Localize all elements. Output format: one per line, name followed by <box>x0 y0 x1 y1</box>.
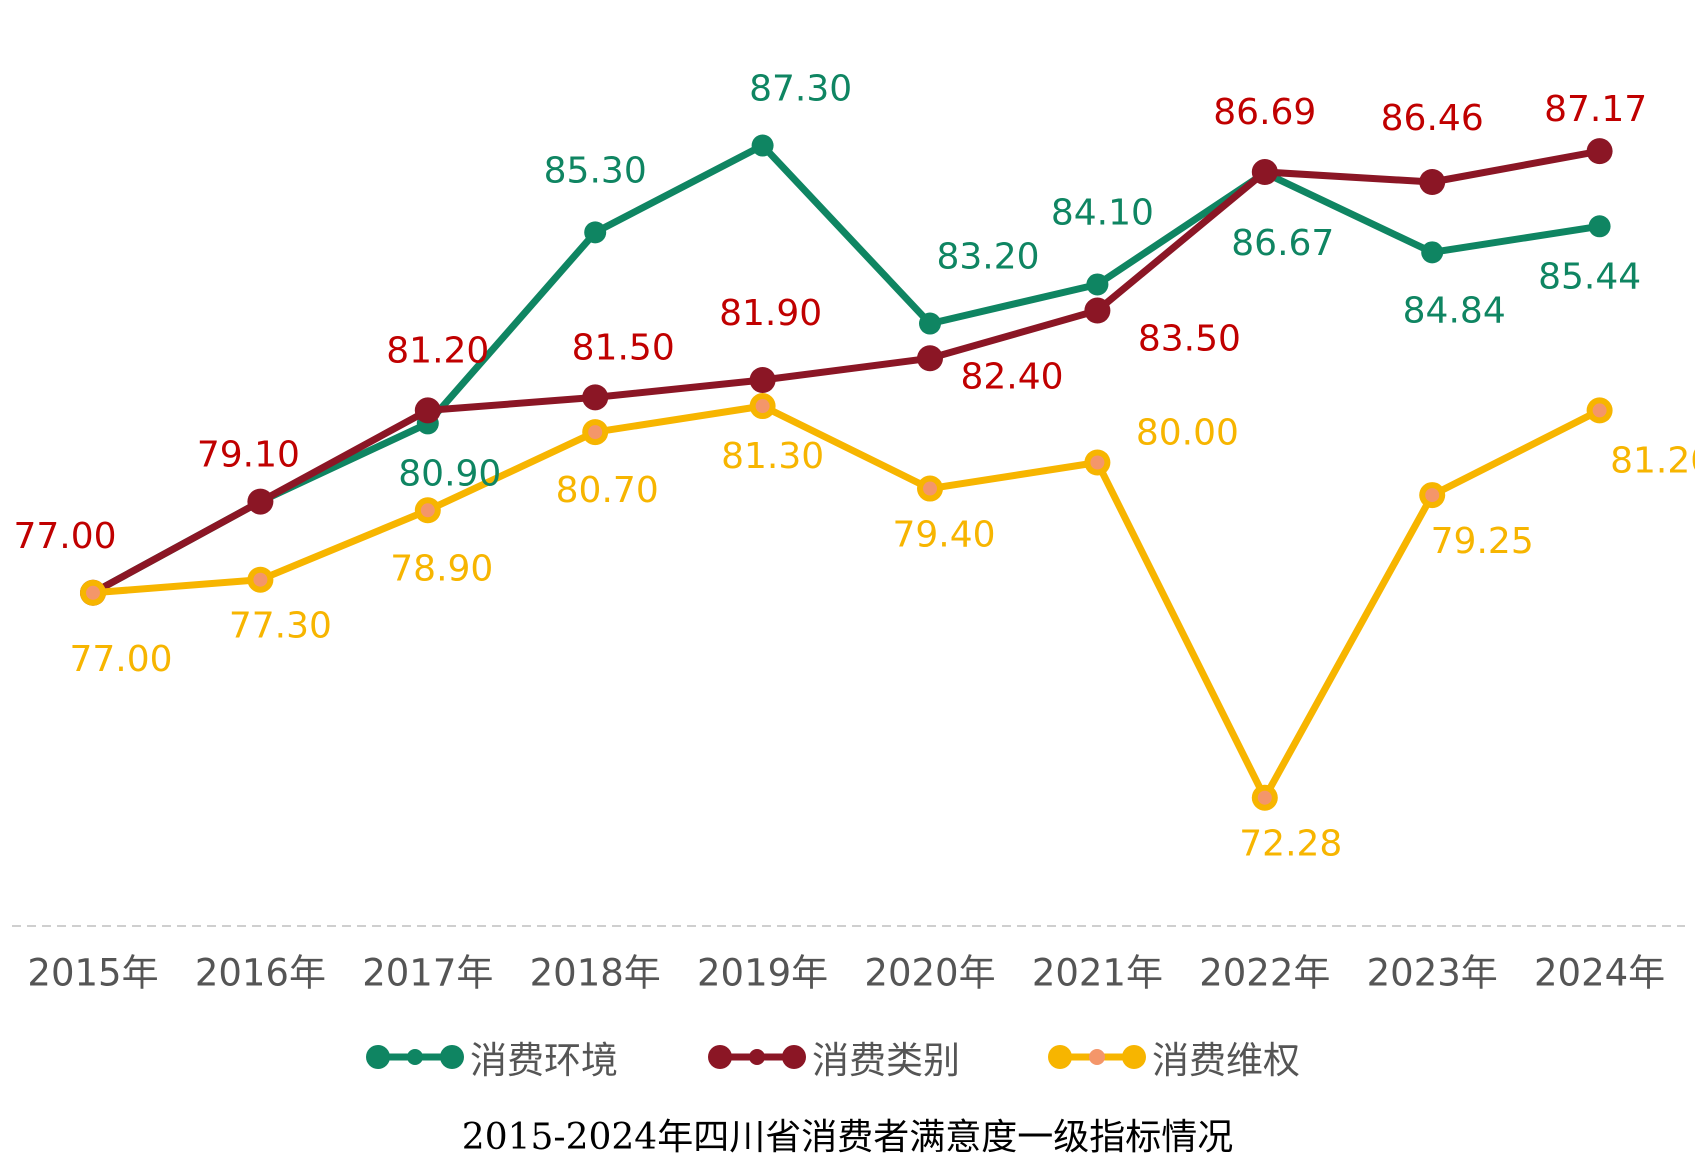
data-point[interactable] <box>1586 138 1613 165</box>
data-point[interactable] <box>751 134 774 157</box>
data-point[interactable] <box>582 384 609 411</box>
legend-label: 消费类别 <box>812 1039 960 1082</box>
legend-item-consumer-environment[interactable]: 消费环境 <box>366 1032 618 1082</box>
data-label: 85.30 <box>544 150 647 191</box>
data-point-inner <box>588 425 603 440</box>
data-label: 79.40 <box>892 515 995 556</box>
x-tick-label: 2020年 <box>864 952 995 995</box>
series-line <box>89 142 1604 597</box>
series-line <box>89 402 1604 802</box>
data-label: 85.44 <box>1538 256 1641 297</box>
data-point-inner <box>755 399 770 414</box>
data-label: 81.90 <box>719 293 822 334</box>
legend-item-consumer-rights[interactable]: 消费维权 <box>1048 1032 1300 1082</box>
x-tick-label: 2021年 <box>1032 952 1163 995</box>
data-point[interactable] <box>414 397 441 424</box>
series-2 <box>80 393 1613 811</box>
data-point[interactable] <box>1251 159 1278 186</box>
data-point[interactable] <box>584 221 607 244</box>
legend-line-icon <box>1048 1045 1146 1069</box>
data-label: 84.84 <box>1403 290 1506 331</box>
data-label: 84.10 <box>1051 192 1154 233</box>
legend: 消费环境 消费类别 消费维权 <box>0 1032 1695 1082</box>
data-label: 80.90 <box>398 453 501 494</box>
legend-label: 消费环境 <box>470 1039 618 1082</box>
data-label: 77.00 <box>69 639 172 680</box>
data-label: 81.50 <box>572 327 675 368</box>
data-label: 80.00 <box>1136 413 1239 454</box>
data-label: 79.10 <box>197 435 300 476</box>
series-line <box>89 147 1604 597</box>
data-label: 86.46 <box>1381 98 1484 139</box>
data-label: 72.28 <box>1239 824 1342 865</box>
data-label: 77.30 <box>229 606 332 647</box>
chart-title: 2015-2024年四川省消费者满意度一级指标情况 <box>461 1117 1234 1158</box>
series-1 <box>80 138 1613 606</box>
data-point[interactable] <box>247 488 274 515</box>
data-label: 80.70 <box>556 470 659 511</box>
x-tick-label: 2015年 <box>27 952 158 995</box>
data-point-inner <box>86 585 100 600</box>
data-label: 83.20 <box>936 237 1039 278</box>
legend-label: 消费维权 <box>1152 1039 1300 1082</box>
data-point[interactable] <box>749 367 776 393</box>
x-tick-label: 2018年 <box>530 952 661 995</box>
data-point[interactable] <box>1419 169 1446 195</box>
data-label: 77.00 <box>13 516 116 557</box>
data-label: 87.30 <box>749 69 852 110</box>
line-chart: 80.90 85.30 87.30 83.20 84.10 86.67 84.84 85.44… <box>12 69 1695 995</box>
data-label: 82.40 <box>960 356 1063 397</box>
data-point-inner <box>1592 403 1607 418</box>
legend-line-icon <box>708 1045 806 1069</box>
data-label: 81.30 <box>721 436 824 477</box>
legend-item-consumer-category[interactable]: 消费类别 <box>708 1032 960 1082</box>
x-tick-label: 2023年 <box>1367 952 1498 995</box>
data-point-inner <box>1090 455 1105 470</box>
data-point[interactable] <box>1588 215 1611 238</box>
data-point[interactable] <box>917 345 943 372</box>
x-tick-label: 2022年 <box>1199 952 1330 995</box>
x-tick-label: 2019年 <box>697 952 828 995</box>
data-point-inner <box>1257 790 1272 805</box>
data-label: 81.20 <box>386 330 489 371</box>
x-tick-label: 2024年 <box>1534 952 1665 995</box>
data-point-inner <box>420 503 435 518</box>
data-label: 79.25 <box>1431 521 1534 562</box>
x-tick-label: 2017年 <box>362 952 493 995</box>
data-label: 86.67 <box>1231 223 1334 264</box>
x-tick-label: 2016年 <box>195 952 326 995</box>
data-point-inner <box>253 572 268 587</box>
data-point[interactable] <box>919 312 941 335</box>
data-point[interactable] <box>1084 297 1111 324</box>
data-point-inner <box>923 481 937 496</box>
data-point-inner <box>1425 488 1440 503</box>
data-label: 81.20 <box>1610 440 1695 481</box>
data-label: 86.69 <box>1213 92 1316 133</box>
data-label: 87.17 <box>1544 89 1647 130</box>
legend-line-icon <box>366 1045 464 1069</box>
data-label: 83.50 <box>1138 319 1241 360</box>
data-label: 78.90 <box>390 548 493 589</box>
data-point[interactable] <box>1086 273 1109 296</box>
data-point[interactable] <box>1421 241 1444 264</box>
